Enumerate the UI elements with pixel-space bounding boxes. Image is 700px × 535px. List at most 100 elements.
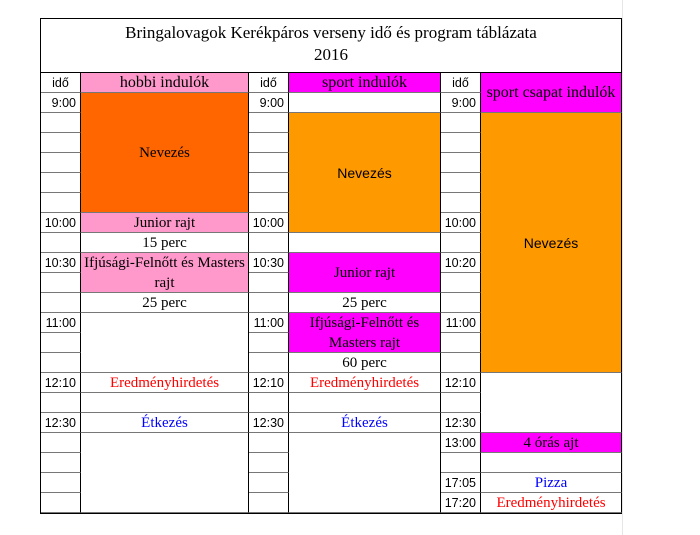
time-cell <box>41 473 81 493</box>
time-cell: 10:30 <box>41 253 81 273</box>
program-cell: Ifjúsági-Felnőtt és Masters rajt <box>289 313 441 353</box>
program-cell: Nevezés <box>289 113 441 233</box>
time-cell: 17:05 <box>441 473 481 493</box>
program-cell: 60 perc <box>289 353 441 373</box>
column-header: sport csapat indulók <box>481 73 622 113</box>
time-cell <box>41 233 81 253</box>
time-cell: 11:00 <box>441 313 481 333</box>
time-cell <box>249 113 289 133</box>
time-cell <box>41 193 81 213</box>
time-cell <box>441 133 481 153</box>
time-cell <box>441 173 481 193</box>
time-cell <box>41 433 81 453</box>
title-line-2: 2016 <box>314 45 348 64</box>
time-cell: 12:10 <box>249 373 289 393</box>
program-cell: Étkezés <box>81 413 249 433</box>
empty-cell <box>289 233 441 253</box>
time-cell <box>41 133 81 153</box>
time-cell: 10:00 <box>441 213 481 233</box>
schedule-table: Bringalovagok Kerékpáros verseny idő és … <box>40 18 622 514</box>
time-cell <box>41 453 81 473</box>
time-cell <box>249 453 289 473</box>
time-header: idő <box>441 73 481 93</box>
program-cell: 15 perc <box>81 233 249 253</box>
program-cell: Eredményhirdetés <box>81 373 249 393</box>
time-cell <box>249 273 289 293</box>
time-cell <box>41 173 81 193</box>
time-cell <box>441 453 481 473</box>
program-cell: Étkezés <box>289 413 441 433</box>
program-cell: 25 perc <box>289 293 441 313</box>
time-cell: 12:10 <box>41 373 81 393</box>
time-cell <box>41 153 81 173</box>
time-cell <box>249 433 289 453</box>
time-cell: 11:00 <box>41 313 81 333</box>
column-header: hobbi indulók <box>81 73 249 93</box>
time-cell: 13:00 <box>441 433 481 453</box>
time-cell <box>41 393 81 413</box>
time-cell <box>249 493 289 513</box>
time-cell <box>249 193 289 213</box>
time-cell <box>41 333 81 353</box>
time-cell <box>249 153 289 173</box>
page-edge <box>622 0 623 535</box>
program-cell: Ifjúsági-Felnőtt és Masters rajt <box>81 253 249 293</box>
time-cell <box>249 473 289 493</box>
time-cell: 12:30 <box>41 413 81 433</box>
program-cell: Nevezés <box>81 93 249 213</box>
time-cell: 12:30 <box>441 413 481 433</box>
time-cell: 9:00 <box>41 93 81 113</box>
time-cell <box>249 333 289 353</box>
title-line-1: Bringalovagok Kerékpáros verseny idő és … <box>125 23 537 42</box>
time-cell <box>441 293 481 313</box>
empty-cell <box>481 373 622 433</box>
time-cell <box>441 273 481 293</box>
time-cell: 10:30 <box>249 253 289 273</box>
time-cell <box>441 353 481 373</box>
empty-cell <box>81 393 249 413</box>
time-cell <box>249 173 289 193</box>
time-cell: 10:00 <box>249 213 289 233</box>
time-cell: 10:20 <box>441 253 481 273</box>
time-cell <box>441 193 481 213</box>
time-cell: 12:30 <box>249 413 289 433</box>
time-cell <box>249 353 289 373</box>
time-cell <box>41 293 81 313</box>
time-cell: 17:20 <box>441 493 481 513</box>
time-cell: 9:00 <box>249 93 289 113</box>
time-cell <box>41 353 81 373</box>
time-cell <box>249 393 289 413</box>
program-cell: Junior rajt <box>81 213 249 233</box>
program-cell: Nevezés <box>481 113 622 373</box>
time-cell: 10:00 <box>41 213 81 233</box>
program-cell: 4 órás ajt <box>481 433 622 453</box>
time-cell <box>41 493 81 513</box>
time-cell <box>41 273 81 293</box>
time-cell: 9:00 <box>441 93 481 113</box>
time-cell <box>441 393 481 413</box>
time-cell: 11:00 <box>249 313 289 333</box>
program-cell: Junior rajt <box>289 253 441 293</box>
program-cell: Eredményhirdetés <box>481 493 622 513</box>
empty-cell <box>481 453 622 473</box>
empty-cell <box>81 433 249 513</box>
table-title: Bringalovagok Kerékpáros verseny idő és … <box>41 19 621 73</box>
column-header: sport indulók <box>289 73 441 93</box>
time-cell <box>441 113 481 133</box>
time-cell <box>441 333 481 353</box>
time-cell: 12:10 <box>441 373 481 393</box>
empty-cell <box>81 313 249 373</box>
time-cell <box>249 233 289 253</box>
empty-cell <box>289 393 441 413</box>
time-cell <box>249 133 289 153</box>
time-cell <box>441 233 481 253</box>
program-cell: Pizza <box>481 473 622 493</box>
time-cell <box>41 113 81 133</box>
time-header: idő <box>249 73 289 93</box>
program-cell: Eredményhirdetés <box>289 373 441 393</box>
time-header: idő <box>41 73 81 93</box>
program-cell: 25 perc <box>81 293 249 313</box>
time-cell <box>441 153 481 173</box>
empty-cell <box>289 93 441 113</box>
empty-cell <box>289 433 441 513</box>
